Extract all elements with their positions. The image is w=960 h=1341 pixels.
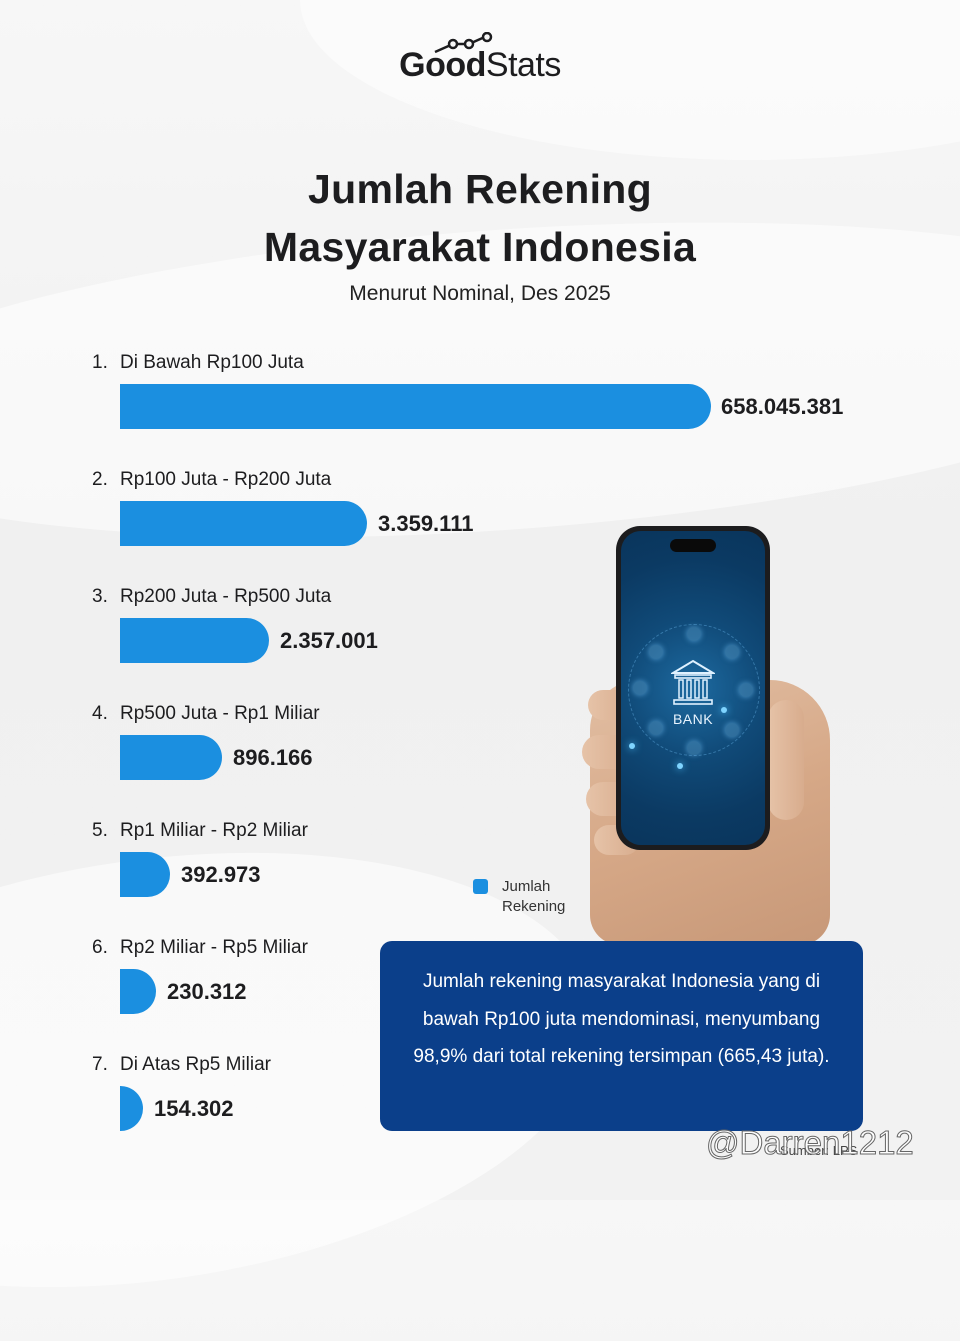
bar-value: 658.045.381 <box>721 394 844 419</box>
trend-graph-icon <box>434 32 493 54</box>
insight-callout: Jumlah rekening masyarakat Indonesia yan… <box>380 941 863 1131</box>
source-note: Sumber: LPS <box>780 1143 858 1158</box>
rank-number: 3. <box>92 586 108 607</box>
icon-ring <box>628 624 760 756</box>
goodstats-logo: GoodStats <box>0 32 960 85</box>
category-label: 4. Rp500 Juta - Rp1 Miliar <box>92 703 320 725</box>
rank-number: 2. <box>92 469 108 490</box>
handshake-icon <box>725 723 739 737</box>
bar-value: 2.357.001 <box>280 628 378 653</box>
bar-value: 230.312 <box>167 979 247 1004</box>
category-label: 3. Rp200 Juta - Rp500 Juta <box>92 586 331 608</box>
rank-number: 7. <box>92 1054 108 1075</box>
glow-dot <box>629 743 635 749</box>
category-label: 6. Rp2 Miliar - Rp5 Miliar <box>92 937 308 959</box>
bar <box>120 1086 143 1131</box>
lock-icon <box>687 741 701 755</box>
legend-label: Jumlah Rekening <box>502 878 566 915</box>
category-label: 2. Rp100 Juta - Rp200 Juta <box>92 469 331 491</box>
glow-dot <box>721 707 727 713</box>
bar <box>120 852 170 897</box>
bar-value: 3.359.111 <box>378 511 474 536</box>
legend-swatch <box>473 879 488 894</box>
category-text: Rp100 Juta - Rp200 Juta <box>120 469 332 490</box>
smartphone: BANK <box>616 526 770 850</box>
user-icon <box>633 681 647 695</box>
bank-label: BANK <box>672 711 714 727</box>
page-title: Jumlah Rekening Masyarakat Indonesia <box>0 160 960 276</box>
rank-number: 6. <box>92 937 108 958</box>
rank-number: 5. <box>92 820 108 841</box>
wifi-icon <box>739 683 753 697</box>
category-label: 7. Di Atas Rp5 Miliar <box>92 1054 271 1076</box>
globe-icon <box>649 645 663 659</box>
chart-legend: Jumlah Rekening <box>473 877 582 917</box>
logo-text-bold: Good <box>399 46 486 84</box>
phone-notch <box>670 539 716 552</box>
bar <box>120 384 711 429</box>
chart-icon <box>687 627 701 641</box>
category-text: Rp500 Juta - Rp1 Miliar <box>120 703 320 724</box>
rank-number: 1. <box>92 352 108 373</box>
bank-building-icon <box>671 659 715 705</box>
bar <box>120 735 222 780</box>
category-text: Rp1 Miliar - Rp2 Miliar <box>120 820 308 841</box>
glow-dot <box>677 763 683 769</box>
bar-value: 154.302 <box>154 1096 234 1121</box>
bar-value: 896.166 <box>233 745 313 770</box>
watermark: @Darren1212 <box>706 1124 915 1162</box>
category-text: Di Bawah Rp100 Juta <box>120 352 304 373</box>
watermark-text: @Darren1212 <box>706 1124 915 1162</box>
category-text: Rp2 Miliar - Rp5 Miliar <box>120 937 308 958</box>
bar <box>120 618 269 663</box>
logo-text-light: Stats <box>485 46 561 84</box>
bar <box>120 969 156 1014</box>
bar <box>120 501 367 546</box>
money-icon <box>649 721 663 735</box>
title-line-2: Masyarakat Indonesia <box>263 224 697 270</box>
phone-screen: BANK <box>621 531 765 845</box>
settings-icon <box>725 645 739 659</box>
title-line-1: Jumlah Rekening <box>308 166 652 212</box>
category-label: 5. Rp1 Miliar - Rp2 Miliar <box>92 820 308 842</box>
bar-value: 392.973 <box>181 862 261 887</box>
category-text: Rp200 Juta - Rp500 Juta <box>120 586 332 607</box>
thumb <box>768 700 804 820</box>
category-text: Di Atas Rp5 Miliar <box>120 1054 271 1075</box>
phone-in-hand-illustration: BANK <box>580 520 840 945</box>
page-subtitle: Menurut Nominal, Des 2025 <box>349 282 611 305</box>
category-label: 1. Di Bawah Rp100 Juta <box>92 352 304 374</box>
rank-number: 4. <box>92 703 108 724</box>
